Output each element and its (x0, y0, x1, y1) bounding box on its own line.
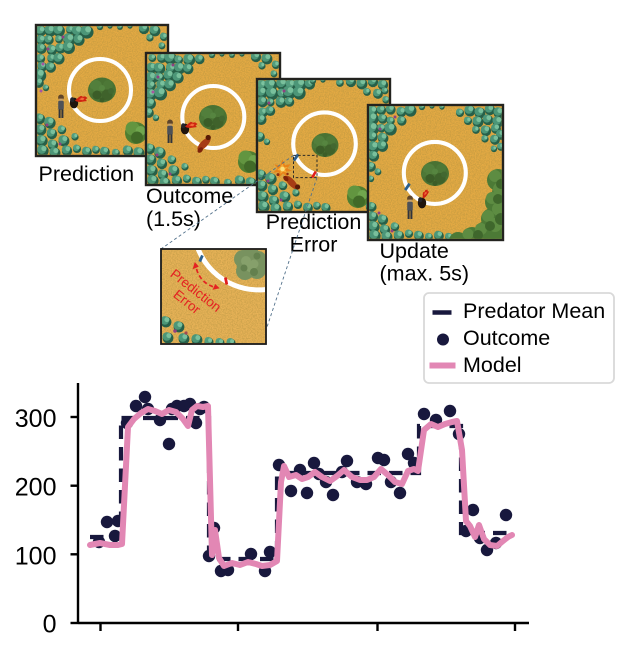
svg-text:Outcome: Outcome (146, 184, 233, 208)
svg-text:(1.5s): (1.5s) (146, 207, 201, 231)
svg-text:Prediction: Prediction (39, 162, 135, 186)
svg-text:200: 200 (15, 474, 57, 502)
svg-text:Prediction: Prediction (266, 210, 362, 234)
svg-text:Error: Error (290, 232, 338, 256)
svg-text:100: 100 (15, 542, 57, 570)
svg-text:Update: Update (380, 239, 449, 263)
svg-text:Predator Mean: Predator Mean (463, 299, 605, 323)
svg-text:0: 0 (43, 611, 57, 639)
svg-text:Model: Model (463, 353, 522, 377)
svg-text:Outcome: Outcome (463, 326, 550, 350)
svg-text:300: 300 (15, 405, 57, 433)
svg-text:(max. 5s): (max. 5s) (380, 262, 470, 286)
